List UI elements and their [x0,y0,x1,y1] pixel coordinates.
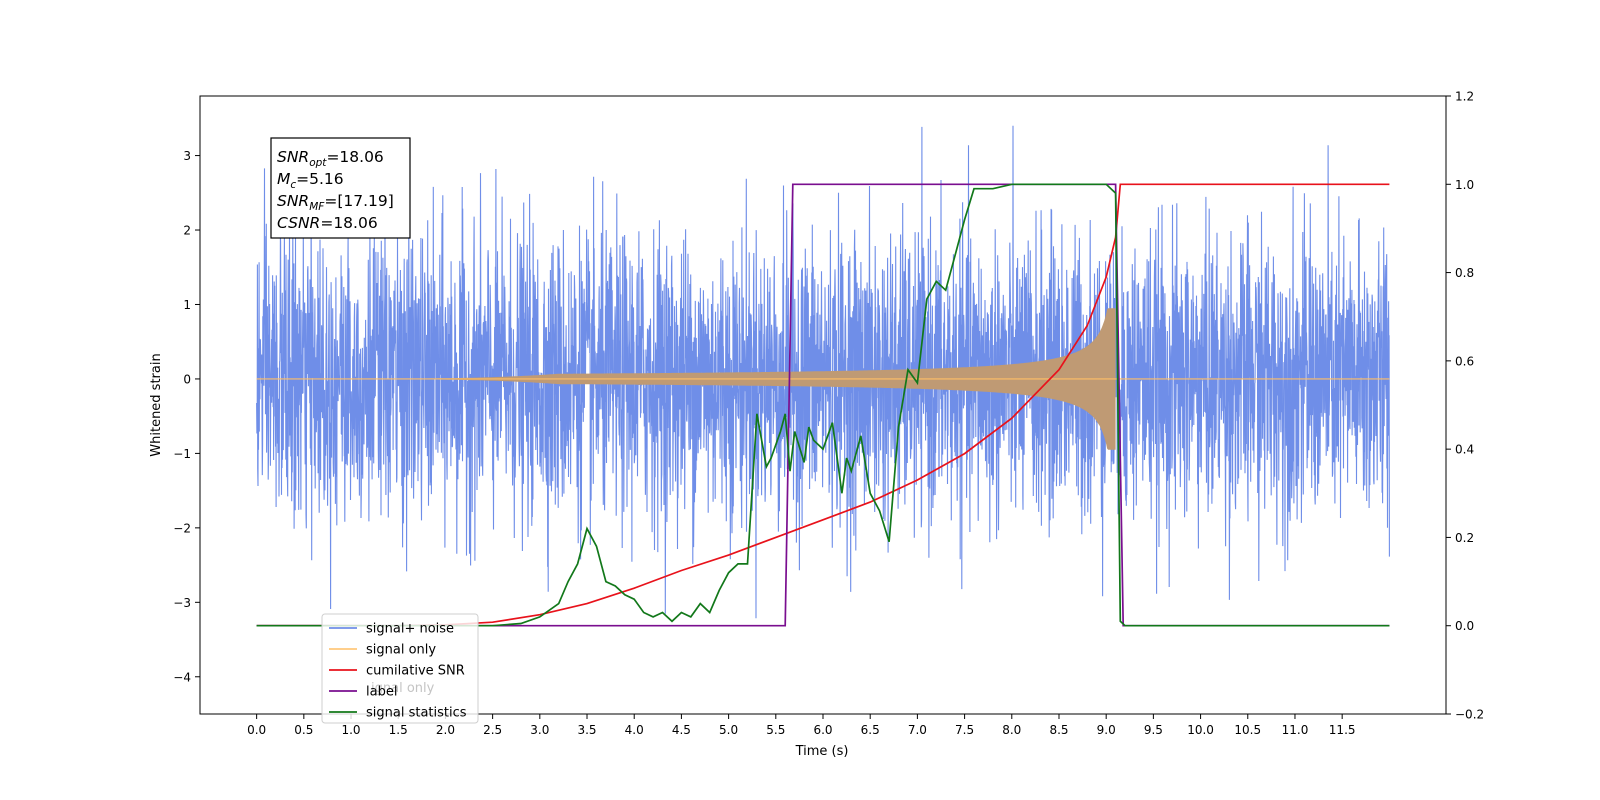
annotation-subscript: c [290,179,296,191]
x-tick-label: 5.0 [719,723,738,737]
annotation-box: SNRopt=18.06 Mc=5.16 SNRMF=[17.19] CSNR=18.… [270,137,411,239]
annotation-subscript: opt [309,157,327,169]
x-tick-label: 5.5 [766,723,785,737]
annotation-value: =18.06 [326,148,383,166]
x-tick-label: 2.5 [483,723,502,737]
y-axis-right: 1.2 1.0 0.8 0.6 0.4 0.2 0.0 −0.2 [1446,90,1484,722]
x-tick-label: 6.5 [861,723,880,737]
x-tick-label: 1.5 [389,723,408,737]
y2-tick-label: 1.2 [1455,90,1474,104]
x-tick-label: 8.5 [1049,723,1068,737]
y2-tick-label: 0.6 [1455,354,1474,368]
y-tick-label: 2 [183,224,191,238]
y-tick-label: 0 [183,372,191,386]
x-tick-label: 9.5 [1144,723,1163,737]
signal-statistics-line [256,183,1390,627]
y-tick-label: −4 [173,670,191,684]
x-tick-label: 11.5 [1329,723,1356,737]
legend-label: cumilative SNR [366,664,465,679]
y-tick-label: −2 [173,521,191,535]
x-tick-label: 9.0 [1097,723,1116,737]
y-axis-left: 3 2 1 0 −1 −2 −3 −4 [173,149,200,684]
y-tick-label: −3 [173,596,191,610]
annotation-subscript: MF [309,201,325,213]
annotation-symbol: M [277,170,290,188]
y2-tick-label: 0.2 [1455,531,1474,545]
y2-tick-label: −0.2 [1455,708,1484,722]
x-tick-label: 3.5 [577,723,596,737]
annotation-symbol: CSNR [277,214,320,232]
y2-tick-label: 1.0 [1455,178,1474,192]
x-tick-label: 3.0 [530,723,549,737]
x-tick-label: 2.0 [436,723,455,737]
x-tick-label: 4.0 [625,723,644,737]
snr-label-stats-series [256,183,1390,627]
annotation-symbol: SNR [277,192,309,210]
annotation-value: =[17.19] [324,192,393,210]
y-tick-label: 3 [183,149,191,163]
annotation-symbol: SNR [277,148,309,166]
legend-label: label [366,685,397,700]
y2-tick-label: 0.4 [1455,443,1474,457]
legend: ignal only signal+ noise signal only cumil… [321,613,479,724]
y-tick-label: 1 [183,298,191,312]
x-tick-label: 11.0 [1282,723,1309,737]
annotation-value: =18.06 [320,214,377,232]
y2-tick-label: 0.8 [1455,266,1474,280]
x-tick-label: 1.0 [341,723,360,737]
x-axis-label: Time (s) [795,744,849,759]
x-tick-label: 0.5 [294,723,313,737]
y2-tick-label: 0.0 [1455,619,1474,633]
x-tick-label: 7.5 [955,723,974,737]
x-tick-label: 6.0 [813,723,832,737]
x-tick-label: 7.0 [908,723,927,737]
x-tick-label: 10.5 [1234,723,1261,737]
x-axis: 0.0 0.5 1.0 1.5 2.0 2.5 3.0 3.5 4.0 4.5 5.0 5.5 6.0 6… [247,714,1356,737]
annotation-value: =5.16 [296,170,344,188]
cumulative-snr-line [256,183,1390,627]
x-tick-label: 0.0 [247,723,266,737]
legend-ghost-text: ignal only [371,681,435,696]
legend-label: signal statistics [366,706,467,721]
y-axis-label: Whitened strain [149,353,164,456]
y-tick-label: −1 [173,447,191,461]
legend-label: signal only [366,643,436,658]
x-tick-label: 4.5 [672,723,691,737]
legend-label: signal+ noise [366,622,454,637]
x-tick-label: 10.0 [1187,723,1214,737]
x-tick-label: 8.0 [1002,723,1021,737]
